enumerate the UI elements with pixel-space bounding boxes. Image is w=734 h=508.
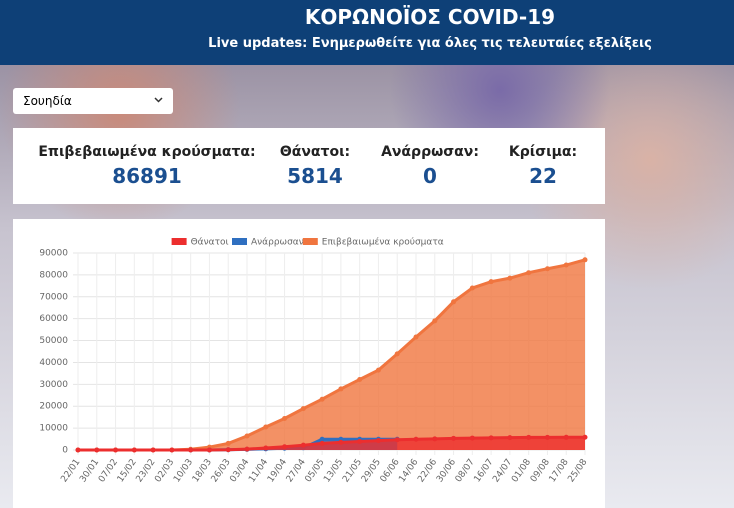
data-point	[282, 444, 288, 450]
y-tick-label: 60000	[39, 314, 68, 324]
data-point	[488, 435, 494, 441]
data-point	[75, 447, 81, 453]
stat-label: Επιβεβαιωμένα κρούσματα:	[38, 144, 256, 160]
data-point	[113, 447, 119, 453]
data-point	[394, 437, 400, 443]
legend-swatch	[232, 238, 247, 245]
data-point	[131, 447, 137, 453]
stat-value: 5814	[287, 164, 343, 188]
data-point	[526, 434, 532, 440]
data-point	[432, 318, 438, 324]
x-tick-label: 25/08	[566, 457, 589, 484]
data-point	[507, 435, 513, 441]
data-point	[563, 434, 569, 440]
data-point	[282, 415, 288, 421]
stat-label: Ανάρρωσαν:	[381, 144, 479, 160]
data-point	[488, 279, 494, 285]
chart: 0 10000 20000 30000 40000 50000 60000 70000 8000…	[39, 237, 589, 485]
data-point	[225, 447, 231, 453]
country-dropdown[interactable]: Σουηδία	[13, 88, 173, 114]
stats-card: Επιβεβαιωμένα κρούσματα: 86891 Θάνατοι: 58…	[13, 128, 605, 204]
data-point	[451, 299, 457, 305]
data-point	[375, 367, 381, 373]
data-point	[319, 440, 325, 446]
data-point	[225, 440, 231, 446]
header-subtitle: Live updates: Ενημερωθείτε για όλες τις …	[208, 36, 652, 51]
stat-value: 22	[529, 164, 557, 188]
data-point	[319, 436, 325, 442]
chevron	[154, 97, 163, 103]
data-point	[413, 436, 419, 442]
data-point	[413, 334, 419, 340]
chart-card: 0 10000 20000 30000 40000 50000 60000 70000 8000…	[13, 219, 605, 508]
data-point	[507, 275, 513, 281]
y-tick-label: 30000	[39, 380, 68, 390]
data-point	[469, 285, 475, 291]
dropdown-value: Σουηδία	[23, 94, 72, 108]
data-point	[244, 433, 250, 439]
data-point	[188, 447, 194, 453]
data-point	[375, 438, 381, 444]
y-tick-label: 80000	[39, 270, 68, 280]
legend-label: Θάνατοι	[191, 238, 229, 248]
stat: Θάνατοι: 5814	[195, 144, 435, 188]
legend-label: Επιβεβαιωμένα κρούσματα	[322, 237, 444, 248]
y-tick-label: 90000	[39, 249, 68, 259]
stat: Επιβεβαιωμένα κρούσματα: 86891	[27, 144, 267, 188]
y-tick-label: 10000	[39, 424, 68, 434]
stat-label: Θάνατοι:	[279, 144, 351, 160]
legend-swatch	[171, 238, 187, 245]
y-tick-label: 0	[62, 446, 68, 456]
data-point	[263, 445, 269, 451]
data-point	[300, 442, 306, 448]
legend-swatch	[302, 238, 318, 245]
data-point	[206, 447, 212, 453]
y-tick-label: 20000	[39, 402, 68, 412]
data-point	[582, 257, 588, 263]
data-point	[469, 435, 475, 441]
data-point	[394, 351, 400, 357]
data-point	[300, 406, 306, 412]
data-point	[357, 377, 363, 383]
data-point	[338, 439, 344, 445]
data-point	[263, 424, 269, 430]
data-point	[357, 438, 363, 444]
data-point	[526, 270, 532, 276]
data-point	[563, 262, 569, 268]
series-area	[78, 259, 585, 450]
data-point	[169, 447, 175, 453]
data-point	[338, 386, 344, 392]
data-point	[544, 266, 550, 272]
header: ΚΟΡΩΝΟΪΟΣ COVID-19 Live updates: Ενημερω…	[0, 0, 734, 65]
data-point	[544, 434, 550, 440]
y-tick-label: 40000	[39, 358, 68, 368]
data-point	[150, 447, 156, 453]
data-point	[94, 447, 100, 453]
y-tick-label: 70000	[39, 292, 68, 302]
data-point	[582, 434, 588, 440]
stat-label: Κρίσιμα:	[508, 144, 578, 160]
stat: Κρίσιμα: 22	[423, 144, 663, 188]
data-point	[319, 396, 325, 402]
stat-value: 86891	[112, 164, 182, 188]
stat: Ανάρρωσαν: 0	[310, 144, 550, 188]
y-tick-label: 50000	[39, 336, 68, 346]
data-point	[451, 435, 457, 441]
data-point	[244, 446, 250, 452]
series-line	[78, 435, 586, 452]
legend-label: Ανάρρωσαν	[251, 238, 304, 248]
data-point	[432, 436, 438, 442]
stat-value: 0	[423, 164, 437, 188]
header-title: ΚΟΡΩΝΟΪΟΣ COVID-19	[304, 5, 556, 29]
